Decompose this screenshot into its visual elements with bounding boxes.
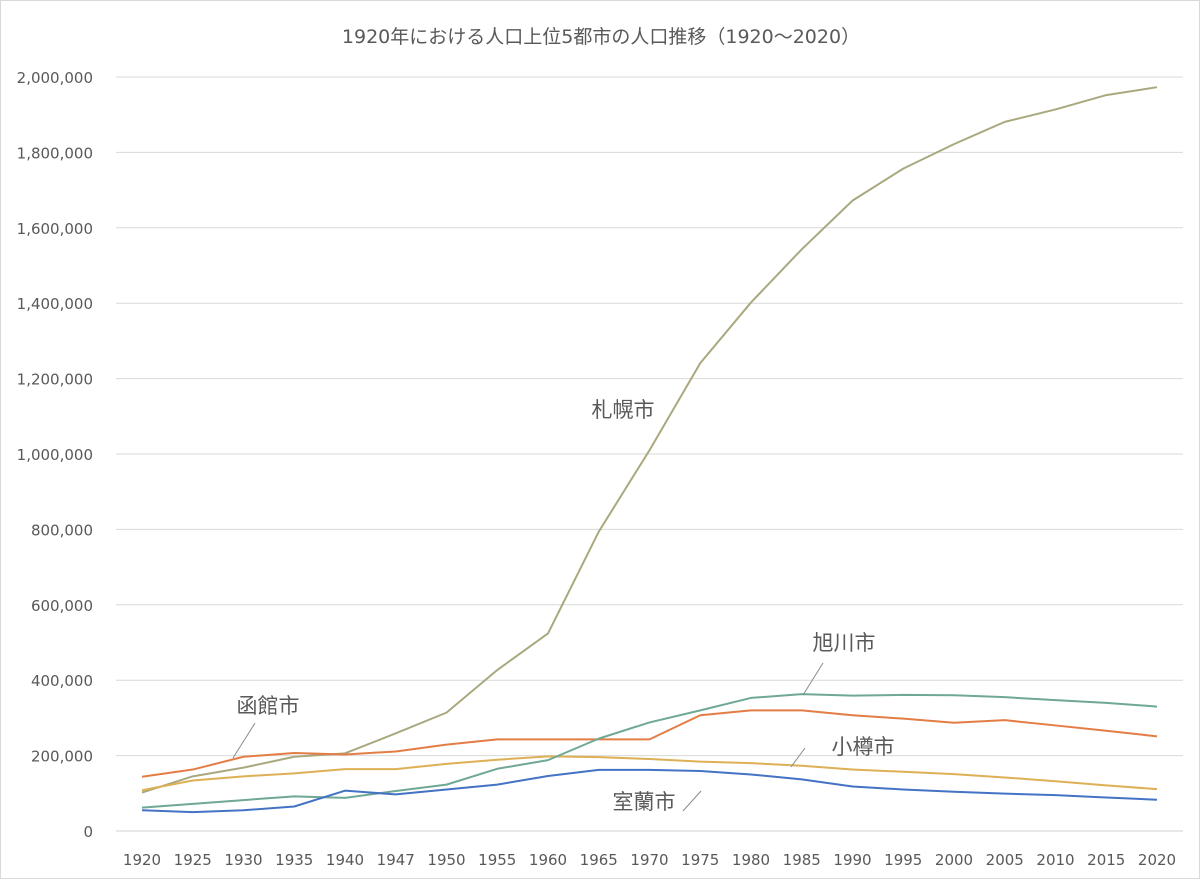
x-tick-label: 1930	[224, 851, 262, 869]
leader-line	[790, 747, 806, 768]
series-data-label: 旭川市	[813, 631, 876, 655]
x-tick-label: 1947	[377, 851, 415, 869]
x-tick-label: 1920	[123, 851, 161, 869]
y-tick-label: 1,400,000	[17, 295, 93, 313]
y-tick-label: 200,000	[31, 748, 93, 766]
x-tick-label: 2020	[1138, 851, 1176, 869]
leader-line	[232, 722, 256, 759]
x-tick-label: 2010	[1036, 851, 1074, 869]
y-tick-label: 1,200,000	[17, 371, 93, 389]
y-tick-label: 1,800,000	[17, 144, 93, 162]
y-tick-label: 1,000,000	[17, 446, 93, 464]
x-tick-label: 1925	[174, 851, 212, 869]
x-tick-label: 1990	[833, 851, 871, 869]
x-tick-label: 1965	[580, 851, 618, 869]
series-line	[141, 768, 1158, 814]
x-tick-label: 1950	[427, 851, 465, 869]
y-tick-label: 0	[83, 823, 93, 841]
series-line	[141, 693, 1158, 809]
x-tick-label: 1995	[884, 851, 922, 869]
leader-line	[802, 662, 824, 696]
y-tick-label: 2,000,000	[17, 69, 93, 87]
x-tick-label: 1985	[783, 851, 821, 869]
x-tick-label: 1975	[681, 851, 719, 869]
y-tick-label: 1,600,000	[17, 220, 93, 238]
series-data-label: 函館市	[237, 694, 300, 718]
series-data-label: 札幌市	[592, 398, 655, 422]
x-tick-label: 2015	[1087, 851, 1125, 869]
series-line	[141, 86, 1158, 794]
series-data-label: 室蘭市	[613, 790, 676, 814]
leader-line	[682, 790, 702, 812]
x-tick-label: 2005	[986, 851, 1024, 869]
x-tick-label: 1940	[326, 851, 364, 869]
x-tick-label: 1970	[630, 851, 668, 869]
x-tick-label: 1980	[732, 851, 770, 869]
y-tick-label: 600,000	[31, 597, 93, 615]
series-line	[141, 709, 1158, 778]
x-tick-label: 1935	[275, 851, 313, 869]
series-data-label: 小樽市	[832, 735, 895, 759]
x-tick-label: 1955	[478, 851, 516, 869]
y-tick-label: 800,000	[31, 521, 93, 539]
chart-title: 1920年における人口上位5都市の人口推移（1920〜2020）	[342, 26, 860, 48]
series-line	[141, 755, 1158, 792]
y-tick-label: 400,000	[31, 672, 93, 690]
x-tick-label: 2000	[935, 851, 973, 869]
x-tick-label: 1960	[529, 851, 567, 869]
